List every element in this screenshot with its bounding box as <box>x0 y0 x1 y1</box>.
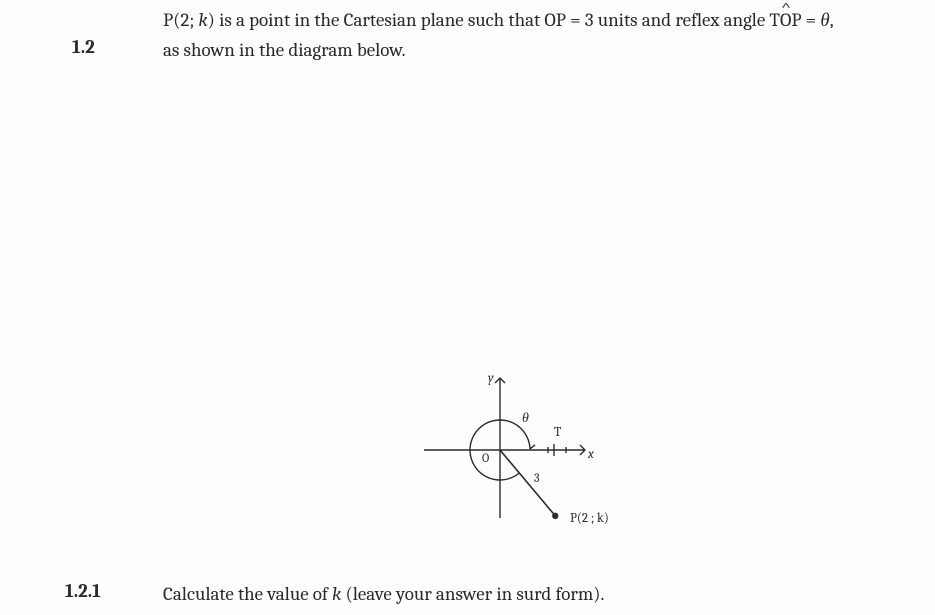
question-text-line1: P(2; k) is a point in the Cartesian plan… <box>163 6 834 35</box>
svg-text:3: 3 <box>534 471 540 485</box>
svg-text:θ: θ <box>522 409 529 426</box>
sub-text-part2: (leave your answer in surd form). <box>341 583 604 605</box>
question-number-main: 1.2 <box>72 36 95 58</box>
question-text-line2: as shown in the diagram below. <box>163 36 406 65</box>
text-part4: , <box>830 9 834 31</box>
sub-text-part1: Calculate the value of <box>163 583 332 605</box>
document-page: 1.2 P(2; k) is a point in the Cartesian … <box>0 0 935 615</box>
svg-text:T: T <box>554 425 561 440</box>
text-part2: ) is a point in the Cartesian plane such… <box>208 9 780 31</box>
cartesian-diagram: y x O Tθ 3 P(2 ; k) <box>420 370 620 574</box>
diagram-svg: y x O Tθ 3 P(2 ; k) <box>420 370 620 570</box>
text-hat-o: O <box>780 6 791 35</box>
sub-text-k: k <box>332 583 341 605</box>
text-part1: P(2; <box>163 9 198 31</box>
text-part3: P = <box>791 9 820 31</box>
svg-text:P(2 ; k): P(2 ; k) <box>570 511 609 526</box>
svg-text:O: O <box>482 451 489 465</box>
svg-text:x: x <box>587 447 594 462</box>
sub-question-text: Calculate the value of k (leave your ans… <box>163 580 604 609</box>
svg-text:y: y <box>488 371 494 386</box>
question-number-sub: 1.2.1 <box>65 580 101 602</box>
text-k: k <box>198 9 207 31</box>
text-theta: θ <box>820 9 829 31</box>
